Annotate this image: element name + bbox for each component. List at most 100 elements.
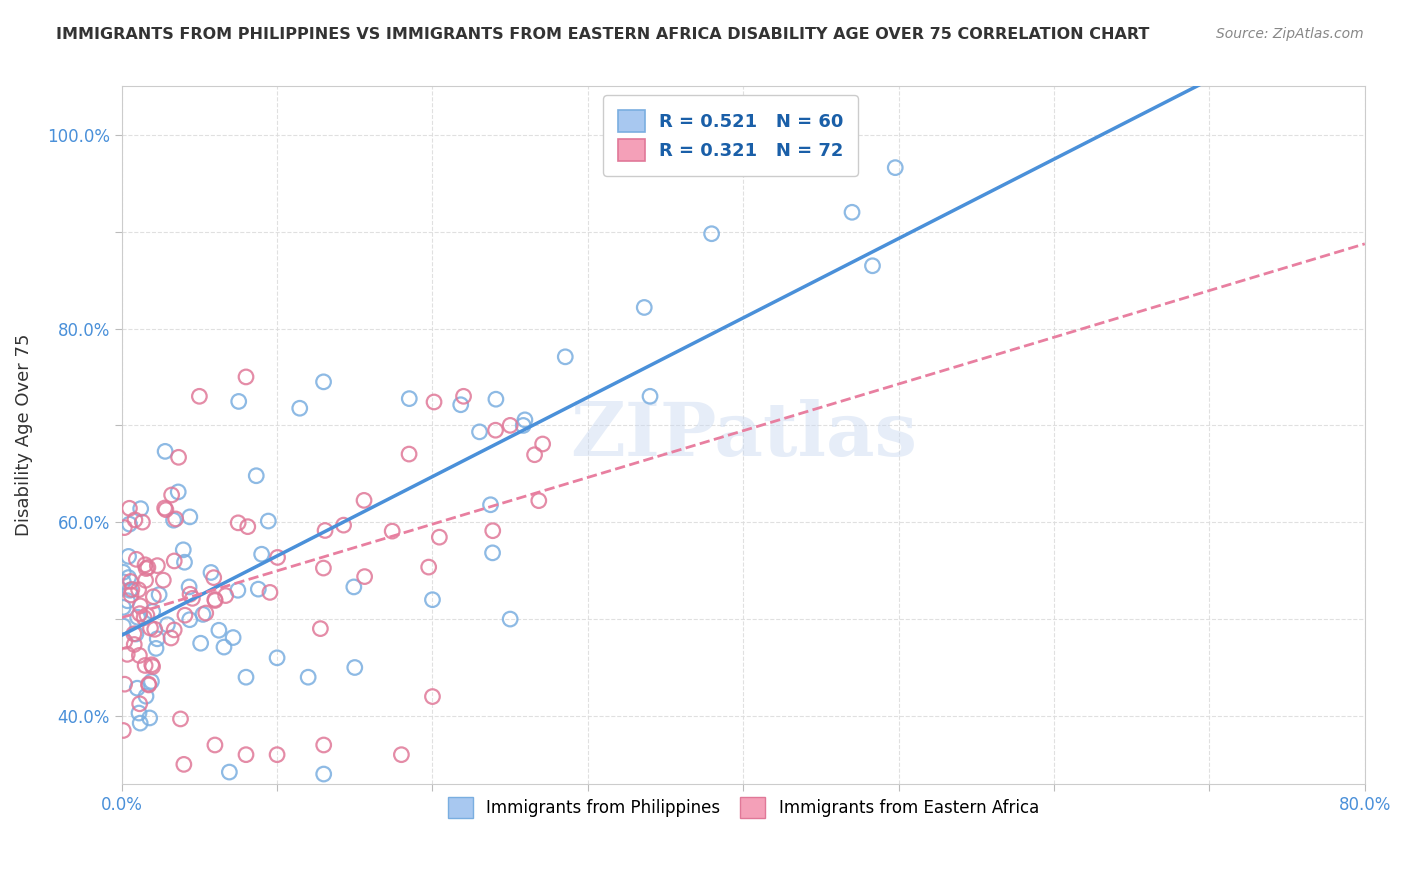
Point xyxy=(453,389,475,403)
Point xyxy=(160,631,183,645)
Point xyxy=(127,681,149,696)
Point xyxy=(112,600,135,615)
Point xyxy=(484,423,506,437)
Point xyxy=(523,448,546,462)
Point xyxy=(163,554,186,568)
Point xyxy=(172,542,194,557)
Point xyxy=(155,502,177,516)
Point xyxy=(131,515,153,529)
Point xyxy=(226,516,249,530)
Point xyxy=(499,418,522,433)
Point xyxy=(120,574,142,589)
Point xyxy=(633,301,655,315)
Point xyxy=(531,437,554,451)
Point xyxy=(132,610,155,624)
Point xyxy=(112,723,135,738)
Point xyxy=(117,571,139,585)
Point xyxy=(142,604,165,618)
Point xyxy=(422,592,444,607)
Point xyxy=(117,549,139,564)
Point xyxy=(481,524,503,538)
Point xyxy=(128,697,150,711)
Point xyxy=(257,514,280,528)
Point xyxy=(135,690,157,704)
Point xyxy=(179,613,201,627)
Point xyxy=(381,524,404,538)
Point xyxy=(218,765,240,780)
Point xyxy=(146,558,169,573)
Point xyxy=(160,488,183,502)
Point xyxy=(190,636,212,650)
Y-axis label: Disability Age Over 75: Disability Age Over 75 xyxy=(15,334,32,536)
Point xyxy=(139,621,162,635)
Point xyxy=(122,627,145,641)
Point xyxy=(554,350,576,364)
Point xyxy=(450,398,472,412)
Point xyxy=(153,501,176,516)
Point xyxy=(121,582,143,597)
Point xyxy=(167,450,190,465)
Point xyxy=(125,552,148,566)
Point xyxy=(162,513,184,527)
Point xyxy=(215,589,238,603)
Point xyxy=(204,593,226,607)
Point xyxy=(309,622,332,636)
Point xyxy=(398,447,420,461)
Point xyxy=(138,677,160,691)
Point xyxy=(179,587,201,601)
Point xyxy=(141,657,163,672)
Point xyxy=(122,638,145,652)
Point xyxy=(332,518,354,533)
Point xyxy=(259,585,281,599)
Point xyxy=(156,617,179,632)
Point xyxy=(129,716,152,731)
Point xyxy=(423,395,446,409)
Point xyxy=(266,747,288,762)
Point xyxy=(128,648,150,663)
Point xyxy=(146,632,169,646)
Point xyxy=(117,648,139,662)
Point xyxy=(485,392,508,407)
Point xyxy=(226,583,249,598)
Point xyxy=(200,566,222,580)
Point xyxy=(343,580,366,594)
Point xyxy=(314,524,336,538)
Point xyxy=(418,560,440,574)
Point xyxy=(700,227,723,241)
Point xyxy=(312,375,335,389)
Point xyxy=(128,607,150,621)
Point xyxy=(468,425,491,439)
Point xyxy=(202,571,225,585)
Point xyxy=(135,561,157,575)
Text: ZIPatlas: ZIPatlas xyxy=(569,399,917,472)
Point xyxy=(235,747,257,762)
Text: IMMIGRANTS FROM PHILIPPINES VS IMMIGRANTS FROM EASTERN AFRICA DISABILITY AGE OVE: IMMIGRANTS FROM PHILIPPINES VS IMMIGRANT… xyxy=(56,27,1150,42)
Point xyxy=(135,574,157,588)
Point xyxy=(212,640,235,654)
Point xyxy=(353,569,375,583)
Point xyxy=(118,501,141,516)
Point xyxy=(204,738,226,752)
Point xyxy=(181,591,204,606)
Point xyxy=(250,547,273,561)
Point xyxy=(481,546,503,560)
Point xyxy=(169,712,191,726)
Point xyxy=(148,588,170,602)
Point xyxy=(235,370,257,384)
Point xyxy=(145,641,167,656)
Point xyxy=(179,580,201,594)
Point xyxy=(208,624,231,638)
Point xyxy=(228,394,250,409)
Point xyxy=(112,566,135,580)
Point xyxy=(118,583,141,598)
Point xyxy=(129,599,152,613)
Point xyxy=(527,493,550,508)
Point xyxy=(297,670,319,684)
Point xyxy=(163,623,186,637)
Point xyxy=(841,205,863,219)
Point xyxy=(288,401,311,416)
Point xyxy=(235,670,257,684)
Point xyxy=(173,555,195,569)
Point xyxy=(127,610,149,624)
Point xyxy=(112,619,135,633)
